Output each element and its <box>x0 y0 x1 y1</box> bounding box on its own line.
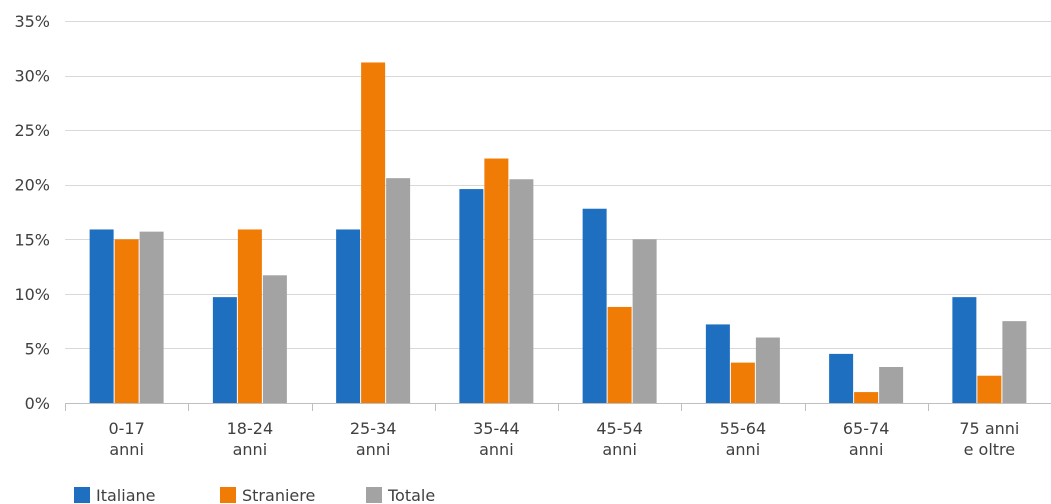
x-tick-label-line: anni <box>726 440 761 459</box>
bar <box>262 275 287 403</box>
legend-swatch <box>74 487 90 503</box>
x-tick-label: 55-64 anni <box>720 419 767 459</box>
x-tick-label-line: 75 anni <box>959 419 1019 438</box>
y-tick-label: 35% <box>14 12 50 31</box>
x-tick-label-line: anni <box>602 440 637 459</box>
bar <box>879 366 904 403</box>
x-tick-label-line: 45-54 <box>596 419 643 438</box>
bar <box>509 179 534 403</box>
bar <box>114 239 139 403</box>
legend-label: Totale <box>387 486 435 504</box>
bar <box>705 324 730 403</box>
legend-swatch <box>366 487 382 503</box>
y-tick-label: 0% <box>25 394 50 413</box>
x-tick-label-line: anni <box>356 440 391 459</box>
bar <box>336 229 361 403</box>
bar <box>632 239 657 403</box>
bar <box>1002 321 1027 403</box>
x-tick-label: 75 anni e oltre <box>959 419 1019 459</box>
x-tick-label: 18-24 anni <box>227 419 274 459</box>
x-tick-label: 45-54 anni <box>596 419 643 459</box>
bar <box>730 362 755 403</box>
x-tick-label-line: 65-74 <box>843 419 890 438</box>
y-axis-tick-labels: 0% 5% 10% 15% 20% 25% 30% 35% <box>14 12 50 413</box>
bar <box>237 229 262 403</box>
x-tick-label: 35-44 anni <box>473 419 520 459</box>
legend-swatch <box>220 487 236 503</box>
y-tick-label: 15% <box>14 230 50 249</box>
y-tick-label: 25% <box>14 121 50 140</box>
x-tick-label-line: anni <box>233 440 268 459</box>
bar <box>212 297 237 403</box>
x-tick-label-line: anni <box>109 440 144 459</box>
bar <box>755 337 780 403</box>
x-tick-label-line: 35-44 <box>473 419 520 438</box>
y-tick-label: 5% <box>25 339 50 358</box>
x-tick-label-line: 25-34 <box>350 419 397 438</box>
x-tick-label: 0-17 anni <box>108 419 144 459</box>
y-tick-label: 10% <box>14 285 50 304</box>
y-tick-label: 30% <box>14 67 50 86</box>
legend-label: Italiane <box>96 486 155 504</box>
bar <box>89 229 114 403</box>
bar <box>607 306 632 403</box>
bars <box>89 62 1027 404</box>
bar <box>977 375 1002 403</box>
x-tick-label: 25-34 anni <box>350 419 397 459</box>
y-tick-label: 20% <box>14 176 50 195</box>
bar <box>386 178 411 403</box>
x-tick-label: 65-74 anni <box>843 419 890 459</box>
bar <box>484 158 509 403</box>
x-tick-label-line: e oltre <box>964 440 1016 459</box>
x-tick-label-line: anni <box>849 440 884 459</box>
legend-label: Straniere <box>242 486 315 504</box>
x-tick-label-line: 18-24 <box>227 419 274 438</box>
bar <box>361 62 386 404</box>
bar <box>139 231 164 403</box>
bar <box>459 189 484 403</box>
bar <box>829 353 854 403</box>
bar <box>952 297 977 403</box>
bar <box>854 392 879 403</box>
legend: Italiane Straniere Totale <box>74 486 435 504</box>
x-tick-label-line: 0-17 <box>108 419 144 438</box>
bar <box>582 208 607 403</box>
x-tick-label-line: 55-64 <box>720 419 767 438</box>
gridlines <box>65 21 1051 349</box>
x-tick-label-line: anni <box>479 440 514 459</box>
